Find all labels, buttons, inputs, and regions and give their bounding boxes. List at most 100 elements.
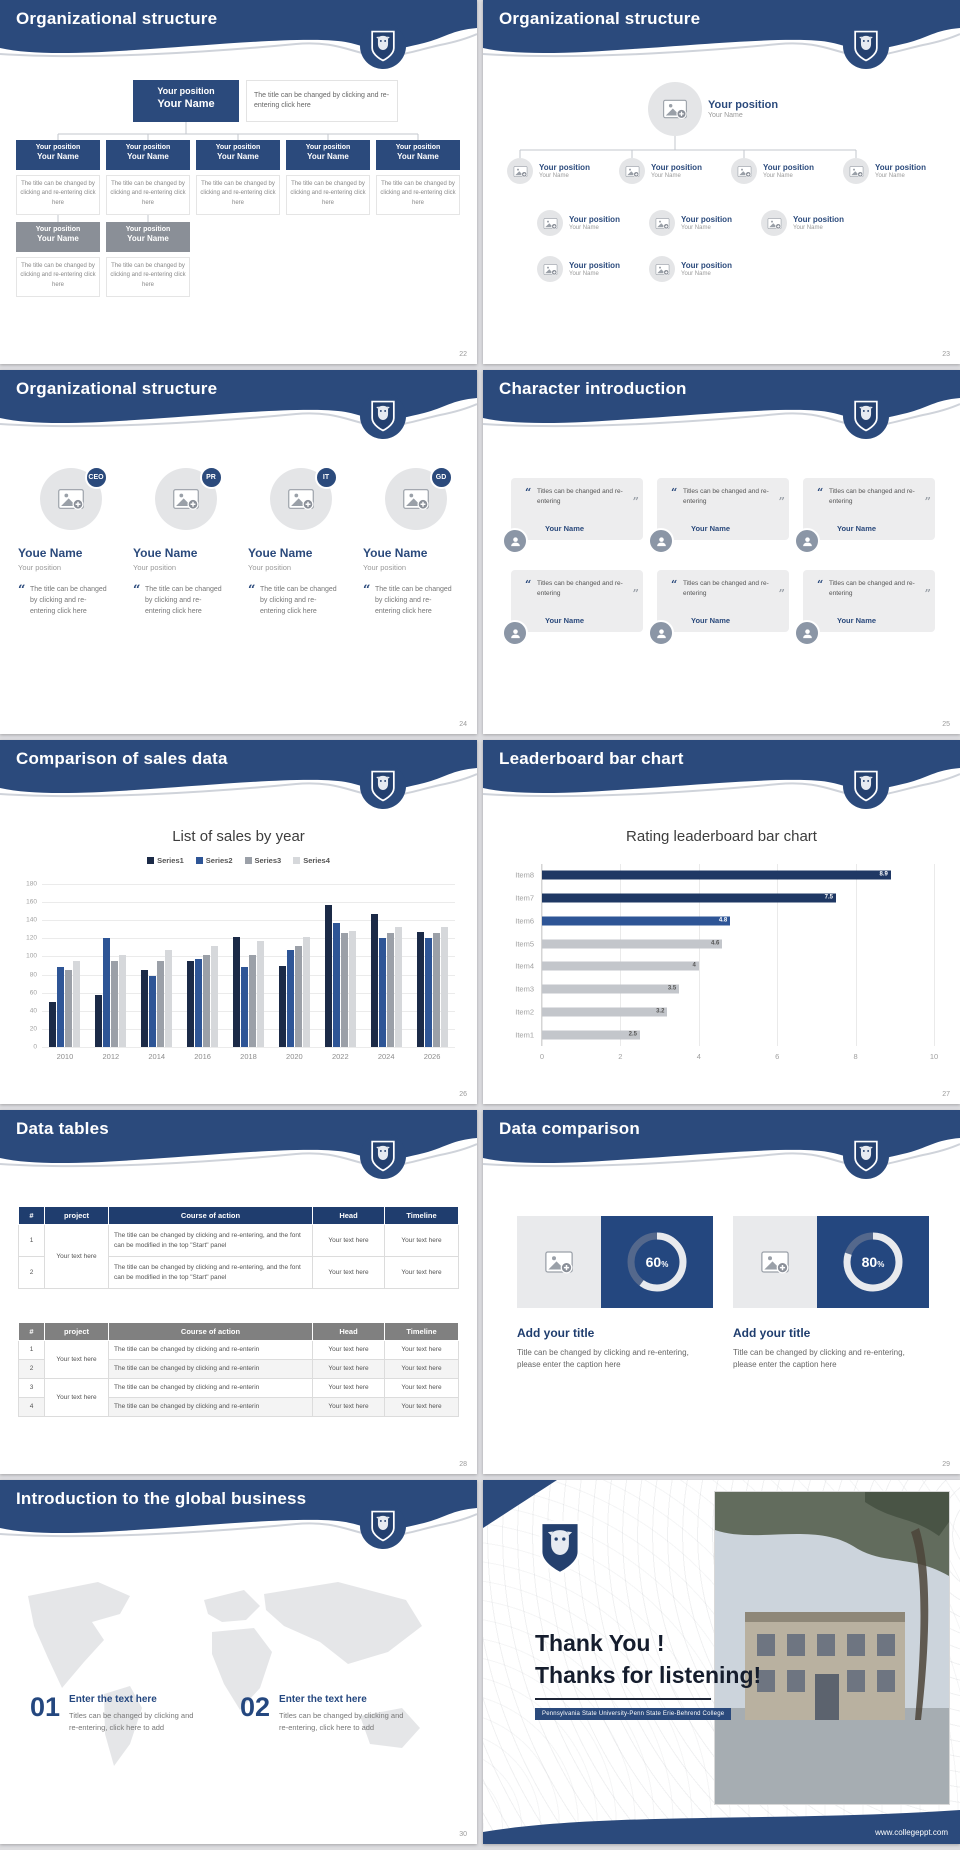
image-placeholder-icon [402,485,430,513]
cell-course: The title can be changed by clicking and… [108,1359,313,1379]
gridline [777,864,779,1046]
gridline [42,1010,455,1012]
gridline [42,938,455,940]
cell-num: 1 [18,1340,45,1360]
col-header: Head [312,1206,385,1225]
role-badge: GD [429,466,453,489]
slide-22-organizational-structure[interactable]: Organizational structure Your position Y… [0,0,477,364]
legend-item: Series4 [293,856,330,865]
node-name: Your Name [763,173,793,179]
bar-value-label: 2.5 [628,1031,637,1038]
person-icon [509,627,522,640]
slide-25-character-introduction[interactable]: Character introduction “Titles can be ch… [483,370,960,734]
cell-head: Your text here [312,1224,385,1257]
slide-27-leaderboard-chart[interactable]: Leaderboard bar chart Rating leaderboard… [483,740,960,1104]
bar [49,1001,57,1047]
slide-26-sales-bar-chart[interactable]: Comparison of sales data List of sales b… [0,740,477,1104]
bar [73,960,81,1047]
bar-group: 2014 [134,884,180,1061]
gridline [42,992,455,994]
school-logo [360,393,406,439]
page-number: 22 [459,351,467,358]
node-position: Your position [681,261,732,270]
open-quote-icon: “ [525,486,532,499]
node-note: The title can be changed by clicking and… [106,175,190,215]
card-quote-text: “Titles can be changed and re-entering” [817,486,931,508]
gridline [698,864,700,1046]
person-icon [655,535,668,548]
bar [211,945,219,1047]
org-node-top: Your position Your Name [648,82,778,136]
cell-course: The title can be changed by clicking and… [108,1397,313,1417]
bar [394,927,402,1047]
node-position: Your position [681,215,732,224]
gridline [42,974,455,976]
bar-row: Item1 2.5 [515,1023,934,1046]
card-person-name: Your Name [545,616,585,625]
node-name: Your Name [681,225,711,231]
cell-timeline: Your text here [384,1397,459,1417]
category-label: Item4 [515,961,534,971]
cell-head: Your text here [312,1397,385,1417]
card-person-name: Your Name [837,524,877,533]
close-quote-icon: ” [778,495,785,509]
website-url: www.collegeppt.com [875,1828,948,1837]
footer-band [483,1810,960,1844]
image-placeholder-icon [760,1247,790,1277]
slide-31-thank-you[interactable]: Thank You ! Thanks for listening! Pennsy… [483,1480,960,1844]
image-placeholder-icon [655,262,670,277]
person-icon [655,627,668,640]
node-position: Your position [125,226,171,233]
category-label: Item8 [515,870,534,880]
bar [119,954,127,1047]
category-label: Item5 [515,939,534,949]
org-node: Your position Your Name [731,158,814,184]
card-quote-text: “Titles can be changed and re-entering” [525,486,639,508]
member-name: Youe Name [363,546,428,560]
bar [241,967,248,1047]
shield-logo-icon [370,1140,396,1172]
org-node: Your position Your Name [537,210,620,236]
bar-group: 2020 [271,884,317,1061]
y-tick-label: 0 [33,1043,37,1051]
slide-title: Leaderboard bar chart [499,749,684,768]
bar: 4.6 [542,939,723,949]
col-header: # [18,1322,45,1341]
slide-28-data-tables[interactable]: Data tables # project Course of action H… [0,1110,477,1474]
chart-title: List of sales by year [172,828,305,845]
y-tick-label: 80 [29,971,37,979]
school-logo [537,1520,583,1576]
bar-group: 2024 [363,884,409,1061]
page-number: 30 [459,1831,467,1838]
slide-header: Introduction to the global business [0,1480,477,1558]
member-name: Youe Name [248,546,313,560]
bar: 8.9 [542,870,891,880]
slide-29-data-comparison[interactable]: Data comparison 60% Add your title Title… [483,1110,960,1474]
slide-23-organizational-structure[interactable]: Organizational structure Your position Yo… [483,0,960,364]
bar [332,922,340,1047]
school-logo [360,763,406,809]
cell-course: The title can be changed by clicking and… [108,1340,313,1360]
sales-chart-plot: 0 20 40 60 80 100 120 140 160 180 2010 2012 2014 2016… [26,881,455,1061]
intro-card: “Titles can be changed and re-entering” … [794,570,935,646]
numbered-item: 02 Enter the text here Titles can be cha… [240,1693,435,1733]
table-row: 1 Your text here The title can be change… [18,1224,459,1289]
bar [187,960,195,1047]
bar [370,913,378,1047]
x-tick-label: 2014 [148,1052,166,1061]
x-tick-label: 2026 [423,1052,441,1061]
bar: 2.5 [542,1030,640,1040]
header-band [0,1110,477,1184]
bar-row: Item7 7.5 [515,887,934,910]
card-caption: Title can be changed by clicking and re-… [733,1348,905,1370]
org-node: Your position Your Name The title can be … [106,140,190,215]
leaderboard-chart-plot: 0 2 4 6 8 10 Item8 8.9 Item7 7.5 Item6 4.8 It… [515,864,938,1061]
member-note: “The title can be changed by clicking an… [133,583,222,616]
data-table-secondary: # project Course of action Head Timeline… [18,1322,459,1417]
image-placeholder [733,1216,817,1308]
open-quote-icon: “ [671,486,678,499]
card-quote-text: “Titles can be changed and re-entering” [817,578,931,600]
slide-30-global-business[interactable]: Introduction to the global business 01 E… [0,1480,477,1844]
slide-24-organizational-structure[interactable]: Organizational structure CEO Youe Name Y… [0,370,477,734]
slide-title: Character introduction [499,379,687,398]
